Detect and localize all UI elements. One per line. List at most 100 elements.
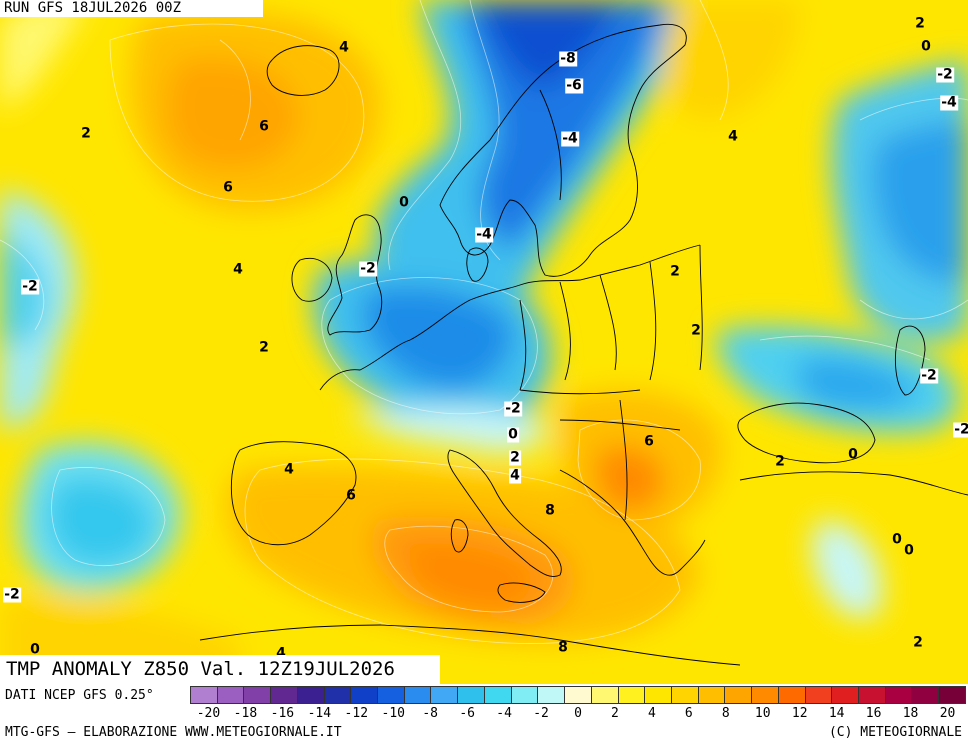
contour-label: 4 [233, 261, 243, 278]
contour-label: -2 [936, 66, 954, 83]
contour-label: 4 [284, 461, 294, 478]
scale-swatch [458, 687, 485, 703]
scale-ticks: -20 -18 -16 -14 -12 -10 -8 -6 -4 -2 0 2 4 6 8 10 12 14 16 1… [190, 706, 966, 722]
contour-label: 0 [921, 38, 931, 55]
scale-tick-label: -18 [233, 706, 258, 721]
scale-tick-label: -20 [196, 706, 221, 721]
contour-label: 2 [81, 125, 91, 142]
scale-tick-label: 2 [611, 706, 619, 721]
temperature-field [0, 0, 968, 684]
contour-label: 0 [399, 194, 409, 211]
scale-swatch [244, 687, 272, 703]
contour-label: 0 [848, 446, 858, 463]
scale-swatch [538, 687, 566, 703]
scale-swatch [885, 687, 913, 703]
scale-swatch [725, 687, 753, 703]
scale-tick-label: 20 [939, 706, 956, 721]
data-source: DATI NCEP GFS 0.25° [5, 688, 154, 703]
contour-label: -8 [559, 50, 577, 67]
contour-label: 6 [644, 433, 654, 450]
scale-tick-label: -14 [307, 706, 332, 721]
scale-tick-label: 6 [684, 706, 693, 721]
scale-swatch [324, 687, 352, 703]
contour-label: -2 [359, 260, 377, 277]
scale-tick-label: 14 [828, 706, 845, 721]
scale-swatch [191, 687, 218, 703]
scale-swatch [351, 687, 379, 703]
contour-label: 2 [259, 339, 269, 356]
scale-tick-label: 16 [865, 706, 882, 721]
scale-swatch [297, 687, 325, 703]
credits: MTG-GFS – ELABORAZIONE WWW.METEOGIORNALE… [5, 725, 342, 740]
map-canvas [0, 0, 968, 684]
scale-tick-label: -16 [270, 706, 295, 721]
scale-swatch [511, 687, 539, 703]
scale-tick-label: -6 [459, 706, 475, 721]
scale-swatch [378, 687, 405, 703]
scale-swatch [645, 687, 672, 703]
run-label: RUN GFS 18JUL2026 00Z [0, 0, 263, 17]
scale-swatch [858, 687, 886, 703]
map-title: TMP ANOMALY Z850 Val. 12Z19JUL2026 [0, 655, 440, 684]
contour-label: -2 [21, 278, 39, 295]
scale-tick-label: 12 [791, 706, 808, 721]
scale-tick-label: -4 [496, 706, 512, 721]
contour-label: 0 [892, 531, 902, 548]
copyright: (C) METEOGIORNALE [828, 725, 962, 740]
scale-swatch [805, 687, 833, 703]
scale-tick-label: 0 [574, 706, 582, 721]
contour-label: 6 [223, 179, 233, 196]
scale-swatch [431, 687, 459, 703]
scale-swatch [698, 687, 726, 703]
contour-label: -2 [3, 586, 21, 603]
scale-swatch [671, 687, 699, 703]
contour-label: -6 [565, 77, 583, 94]
contour-label: 2 [691, 322, 701, 339]
scale-swatch [939, 687, 965, 703]
contour-label: 2 [509, 449, 521, 466]
scale-swatch [832, 687, 859, 703]
contour-label: -2 [953, 422, 968, 438]
contour-label: 0 [507, 426, 519, 443]
scale-tick-label: -2 [533, 706, 549, 721]
contour-label: 8 [545, 502, 555, 519]
scale-swatch [484, 687, 512, 703]
contour-label: 6 [259, 118, 269, 135]
contour-label: -4 [561, 130, 579, 147]
scale-swatch [271, 687, 298, 703]
contour-label: 6 [346, 487, 356, 504]
scale-swatch [752, 687, 779, 703]
contour-label: -2 [920, 367, 938, 384]
scale-tick-label: -10 [381, 706, 405, 721]
contour-label: 2 [913, 634, 923, 651]
contour-label: 2 [915, 15, 925, 32]
scale-swatch [404, 687, 432, 703]
contour-label: 0 [30, 641, 40, 658]
scale-tick-label: 10 [754, 706, 771, 721]
scale-swatch [778, 687, 806, 703]
contour-label: 2 [775, 453, 785, 470]
scale-swatch [618, 687, 646, 703]
scale-tick-label: 8 [721, 706, 730, 721]
scale-swatch [565, 687, 592, 703]
color-scale [190, 686, 966, 704]
contour-label: 4 [276, 645, 286, 662]
scale-tick-label: 18 [902, 706, 919, 721]
scale-swatch [912, 687, 940, 703]
contour-label: 4 [339, 39, 349, 56]
scale-tick-label: -8 [422, 706, 439, 721]
scale-swatch [591, 687, 619, 703]
contour-label: 4 [509, 467, 521, 484]
anomaly-map: RUN GFS 18JUL2026 00Z 4 6 2 6 4 -2 2 0 -… [0, 0, 968, 684]
contour-label: -4 [940, 94, 958, 111]
scale-tick-label: -12 [344, 706, 369, 721]
scale-swatch [217, 687, 245, 703]
contour-label: 2 [670, 263, 680, 280]
contour-label: 4 [728, 128, 738, 145]
scale-tick-label: 4 [647, 706, 656, 721]
footer: DATI NCEP GFS 0.25° -20 -18 -16 -14 -12 -10 -8… [0, 684, 968, 745]
contour-label: -4 [475, 226, 493, 243]
contour-label: 8 [558, 639, 568, 656]
contour-label: -2 [504, 400, 522, 417]
coastlines [199, 23, 968, 666]
